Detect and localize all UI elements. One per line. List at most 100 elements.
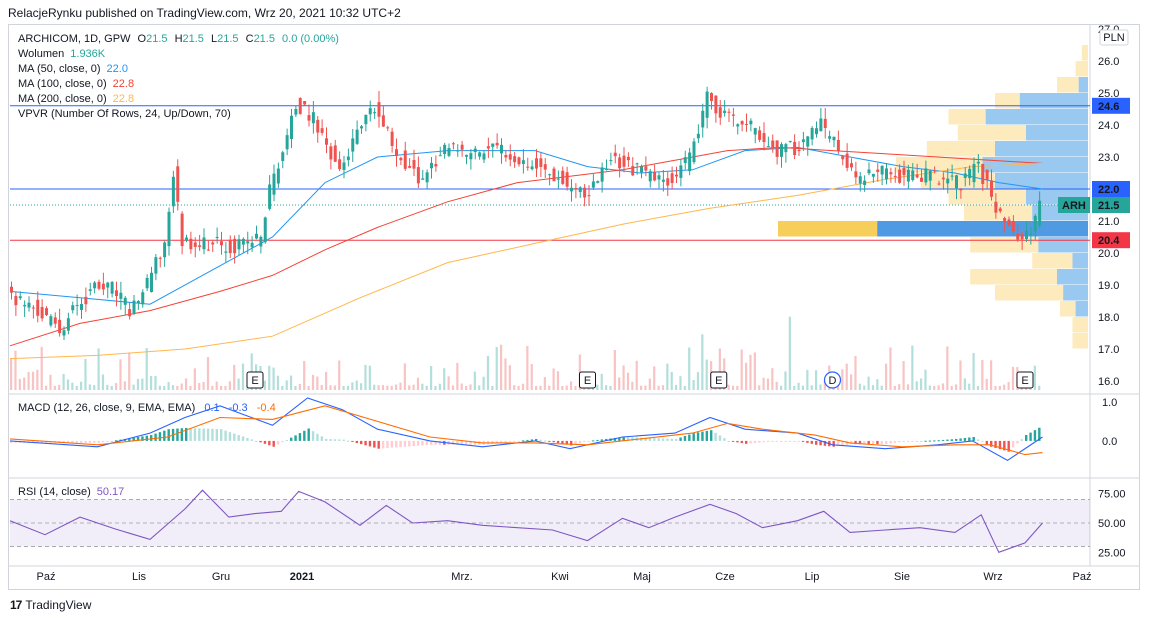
macd-histogram-bar	[395, 440, 398, 448]
candle-body	[338, 159, 342, 170]
candle-body	[438, 155, 442, 157]
candle-body	[31, 307, 35, 309]
macd-histogram-bar	[185, 427, 188, 441]
macd-histogram-bar	[342, 439, 345, 441]
macd-histogram-bar	[696, 432, 700, 441]
volume-bar	[788, 316, 791, 390]
macd-histogram-bar	[871, 440, 875, 445]
earnings-marker[interactable]	[1016, 371, 1034, 389]
macd-pane	[9, 397, 1043, 462]
volume-bar	[141, 378, 144, 390]
macd-histogram-bar	[963, 437, 967, 441]
candle-body	[491, 143, 495, 147]
vp-row-up	[995, 93, 1020, 109]
macd-histogram-bar	[377, 440, 380, 449]
macd-histogram-bar	[959, 438, 962, 441]
volume-bar	[797, 382, 800, 390]
volume-bar	[626, 372, 630, 390]
volume-bar	[456, 362, 459, 390]
candle-body	[600, 167, 604, 182]
macd-histogram-bar	[915, 440, 919, 442]
candle-body	[924, 168, 928, 183]
price-tick-label: 23.0	[1098, 152, 1119, 164]
candle-body	[955, 175, 958, 189]
vp-row-down	[995, 141, 1088, 157]
earnings-marker[interactable]	[710, 371, 728, 389]
vp-row-down	[1063, 285, 1088, 301]
candle-body	[898, 169, 902, 183]
macd-histogram-bar	[303, 430, 306, 441]
volume-bar	[867, 376, 870, 390]
candle-body	[902, 168, 906, 176]
macd-histogram-bar	[88, 440, 92, 443]
candle-body	[303, 101, 307, 105]
candle-body	[246, 241, 250, 244]
volume-bar	[565, 385, 568, 390]
volume-bar	[298, 384, 301, 390]
volume-bar	[731, 385, 735, 390]
candle-body	[1038, 200, 1042, 226]
earnings-marker[interactable]	[579, 371, 596, 389]
candle-body	[670, 173, 674, 184]
macd-histogram-bar	[189, 428, 192, 441]
candle-body	[465, 154, 468, 157]
volume-bar	[758, 385, 761, 390]
earnings-marker[interactable]	[246, 371, 264, 389]
volume-profile	[778, 45, 1088, 349]
candle-body	[71, 305, 75, 311]
time-axis-label: Gru	[212, 571, 230, 583]
candle-body	[841, 155, 845, 160]
price-label-badge	[1092, 197, 1130, 213]
ma-line	[9, 162, 1043, 360]
volume-bar	[924, 369, 927, 390]
volume-bar	[1033, 365, 1036, 390]
macd-histogram-bar	[950, 439, 954, 441]
volume-bar	[622, 365, 625, 390]
candle-body	[885, 168, 888, 180]
volume-bar	[97, 348, 100, 390]
volume-bar	[316, 376, 319, 390]
candle-body	[469, 153, 473, 160]
volume-bar	[110, 385, 113, 390]
candle-body	[740, 121, 744, 125]
dividend-marker[interactable]	[823, 371, 842, 389]
macd-histogram-bar	[990, 440, 993, 447]
volume-bar	[202, 382, 205, 390]
macd-histogram-bar	[985, 440, 989, 445]
vp-row-down	[985, 109, 1088, 125]
currency-badge[interactable]	[1099, 29, 1129, 46]
volume-bar	[491, 385, 494, 390]
candle-body	[255, 233, 258, 239]
candle-body	[714, 95, 718, 114]
volume-bar	[920, 378, 923, 390]
volume-bar	[876, 379, 879, 390]
macd-histogram-bar	[806, 440, 809, 443]
candle-body	[548, 174, 552, 176]
time-axis-label: Mrz.	[451, 571, 472, 583]
volume-bar	[215, 381, 218, 390]
price-tick-label: 25.0	[1098, 88, 1119, 100]
candle-body	[815, 128, 818, 135]
candle-body	[718, 107, 722, 118]
macd-histogram-bar	[386, 440, 389, 449]
macd-histogram-bar	[771, 440, 774, 442]
candle-body	[228, 239, 232, 254]
volume-bar	[793, 385, 796, 390]
candle-body	[329, 146, 333, 160]
macd-histogram-bar	[71, 440, 74, 443]
chart-frame[interactable]	[8, 24, 1140, 590]
candle-body	[937, 183, 941, 185]
macd-histogram-bar	[981, 440, 984, 442]
volume-bar	[701, 334, 704, 390]
volume-bar	[937, 385, 940, 390]
candle-body	[75, 304, 79, 306]
volume-bar	[906, 384, 910, 390]
macd-tick-label: 1.0	[1102, 397, 1117, 409]
volume-bar	[815, 370, 818, 390]
macd-histogram-bar	[132, 437, 135, 441]
volume-bar	[167, 382, 170, 390]
candle-body	[793, 141, 797, 156]
macd-histogram-bar	[346, 440, 350, 442]
